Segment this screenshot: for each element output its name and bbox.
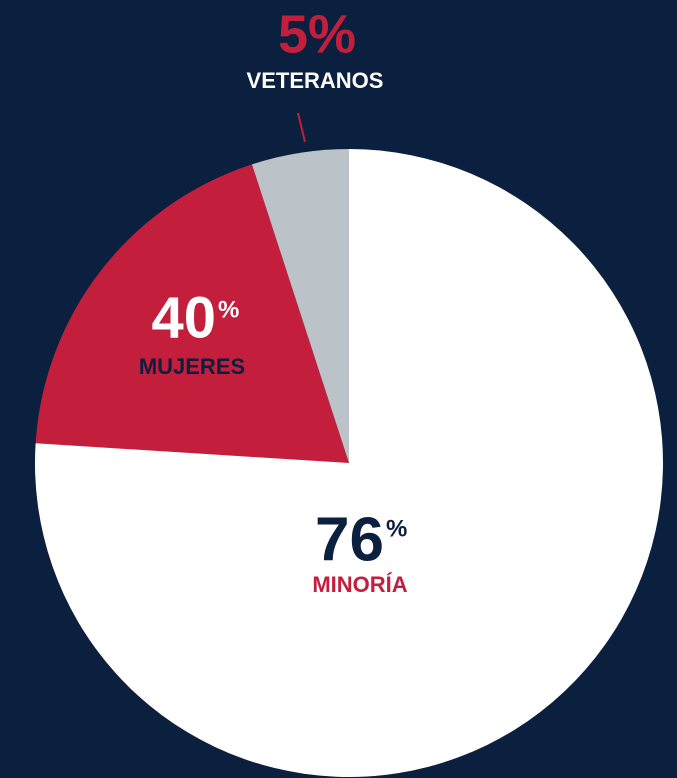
value-label: 76 bbox=[315, 505, 384, 574]
unit-label: % bbox=[218, 296, 239, 323]
value-label: 5 bbox=[278, 4, 308, 64]
pie-slice bbox=[35, 149, 663, 778]
leader-line bbox=[297, 112, 306, 143]
category-label: MUJERES bbox=[139, 354, 245, 379]
unit-label: % bbox=[386, 515, 407, 542]
value-label: 40 bbox=[151, 285, 216, 350]
category-label: MINORÍA bbox=[312, 572, 407, 597]
unit-label: % bbox=[308, 4, 356, 64]
category-label: VETERANOS bbox=[247, 68, 384, 93]
pie-slice bbox=[251, 149, 349, 463]
